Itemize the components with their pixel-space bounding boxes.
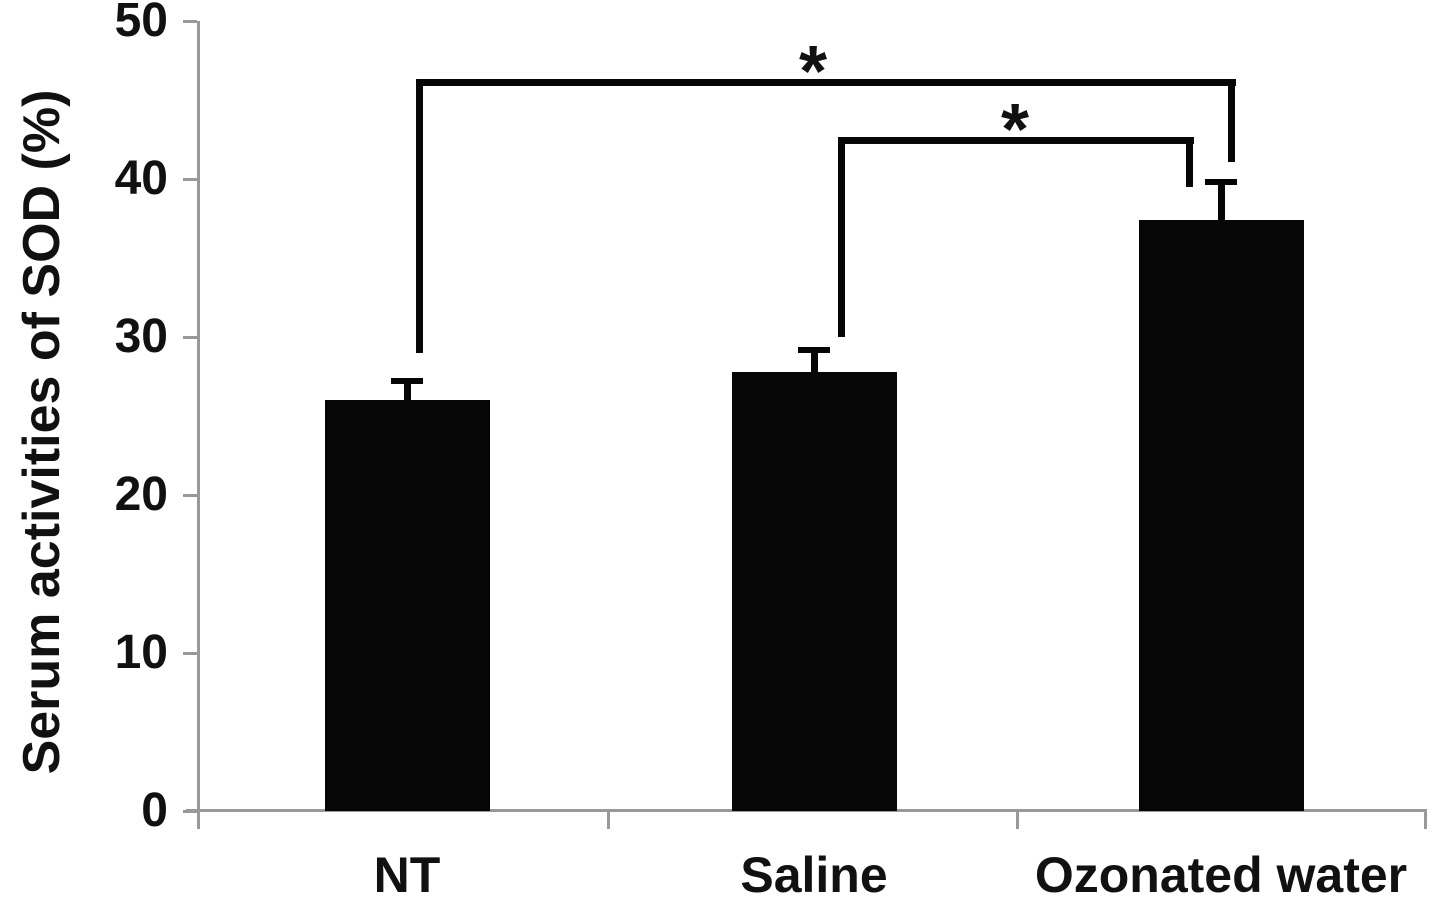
y-tick-mark-20 [183,494,197,497]
y-tick-label-30: 30 [114,310,168,363]
x-axis-tick-2 [1424,809,1427,829]
y-tick-label-40: 40 [114,152,168,205]
y-axis-line [197,21,200,829]
y-tick-label-0: 0 [141,784,168,837]
bar-ozonated-water [1138,220,1304,811]
error-bar-cap-nt [391,378,423,385]
x-category-label-nt: NT [373,847,441,903]
significance-bracket-2-left-vertical [838,137,845,337]
error-bar-stem-ozonated-water [1218,182,1225,231]
significance-bracket-2-right-vertical [1186,137,1193,187]
y-tick-label-50: 50 [114,0,168,47]
x-axis-tick-0 [607,809,610,829]
y-tick-mark-30 [183,336,197,339]
x-category-label-saline: Saline [740,847,888,903]
y-tick-mark-50 [183,20,197,23]
significance-bracket-2-horizontal [838,137,1194,144]
error-bar-stem-nt [404,381,411,411]
significance-asterisk-2: * [1000,90,1030,170]
error-bar-cap-ozonated-water [1205,179,1237,186]
x-category-label-ozonated-water: Ozonated water [1034,847,1408,903]
error-bar-stem-saline [811,349,818,382]
bar-nt [324,400,490,811]
significance-bracket-1-right-vertical [1228,79,1235,162]
y-tick-mark-0 [183,810,197,813]
y-tick-mark-40 [183,178,197,181]
error-bar-cap-saline [798,346,830,353]
significance-asterisk-1: * [798,32,828,112]
y-tick-label-10: 10 [114,626,168,679]
significance-bracket-1-left-vertical [416,79,423,353]
y-tick-label-20: 20 [114,468,168,521]
significance-bracket-1-horizontal [416,79,1236,86]
y-tick-mark-10 [183,652,197,655]
bar-saline [731,371,897,811]
x-axis-tick-1 [1016,809,1019,829]
